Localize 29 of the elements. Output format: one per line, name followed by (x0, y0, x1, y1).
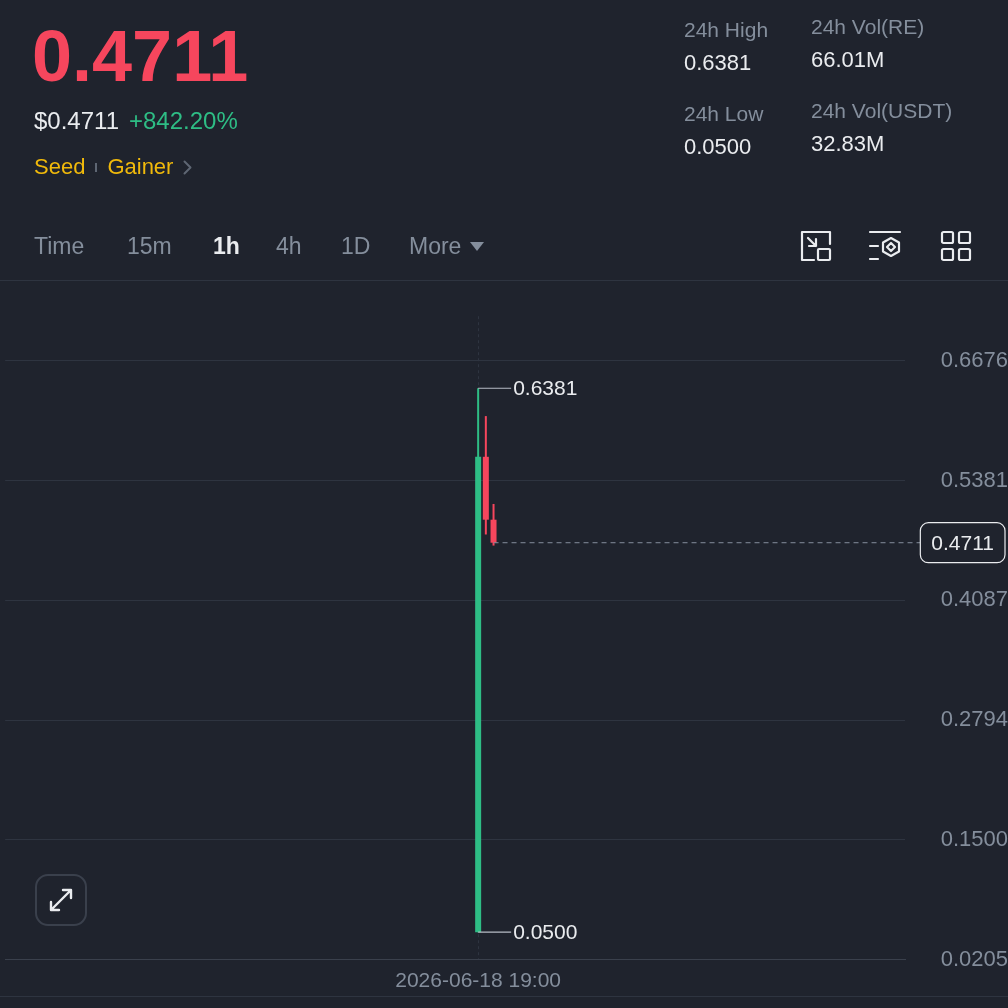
y-tick-label: 0.1500 (940, 825, 1008, 851)
text: $0.4711 (34, 107, 119, 134)
y-tick-label: 0.4087 (940, 586, 1008, 612)
y-tick-label: 0.5381 (940, 466, 1008, 492)
text: +842.20% (128, 107, 238, 134)
y-tick-label: 0.6676 (940, 347, 1008, 373)
text: 32.83M (811, 131, 885, 156)
y-tick-label: 0.2794 (940, 706, 1008, 732)
text: 24h High (684, 18, 769, 41)
text: 24h Vol(RE) (811, 15, 925, 38)
text: Time (34, 233, 85, 259)
chart-title: 0.4711 (32, 16, 249, 96)
text: 15m (127, 233, 172, 259)
annotation: 0.0500 (513, 920, 578, 944)
text: 66.01M (811, 47, 885, 72)
text: 24h Low (684, 102, 764, 125)
text: 4h (276, 233, 302, 259)
x-tick-label: 2026-06-18 19:00 (395, 967, 562, 991)
text: Gainer (107, 154, 174, 179)
text: 24h Vol(USDT) (811, 99, 953, 122)
text: 0.0500 (684, 134, 752, 159)
text: 1h (213, 233, 240, 259)
annotation: 0.6381 (513, 376, 578, 400)
text: Seed (34, 154, 86, 179)
y-tick-label: 0.0205 (940, 945, 1008, 971)
text: 1D (341, 233, 371, 259)
text: More (409, 233, 462, 259)
text: 0.6381 (684, 50, 752, 75)
ref-line-label: 0.4711 (931, 530, 994, 554)
